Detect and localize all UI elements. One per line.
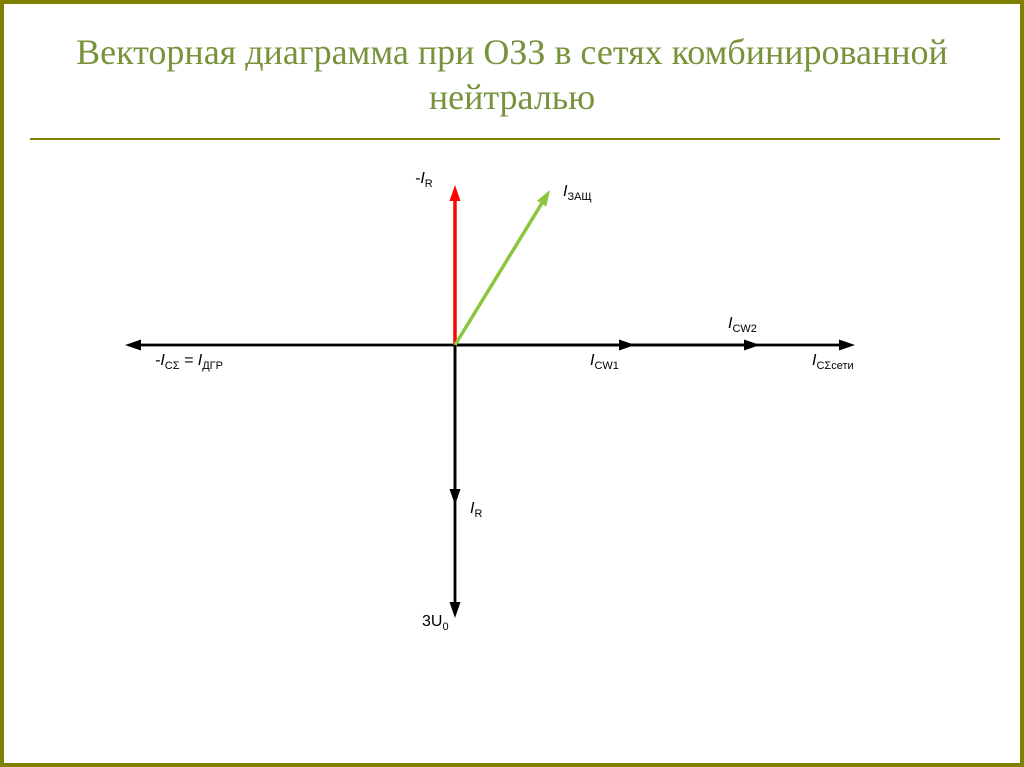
label-neg_ics_lbl: -ICΣ = IДГР xyxy=(155,352,223,372)
label-u0_lbl: 3U0 xyxy=(422,613,449,633)
label-neg_ir_lbl: -IR xyxy=(415,170,433,190)
vector-neg_ics xyxy=(125,340,455,351)
label-i_zasch_lbl: IЗАЩ xyxy=(563,183,592,203)
label-ics_seti_lbl: IСΣсети xyxy=(812,352,854,372)
vector-diagram xyxy=(0,0,1024,767)
vector-neg_ir xyxy=(450,185,461,345)
vector-i_zasch xyxy=(455,190,550,345)
label-ir_lbl: IR xyxy=(470,500,482,520)
label-icw2_lbl: ICW2 xyxy=(728,315,757,335)
vector-icw1 xyxy=(455,340,635,351)
label-icw1_lbl: ICW1 xyxy=(590,352,619,372)
vector-ir xyxy=(450,345,461,505)
